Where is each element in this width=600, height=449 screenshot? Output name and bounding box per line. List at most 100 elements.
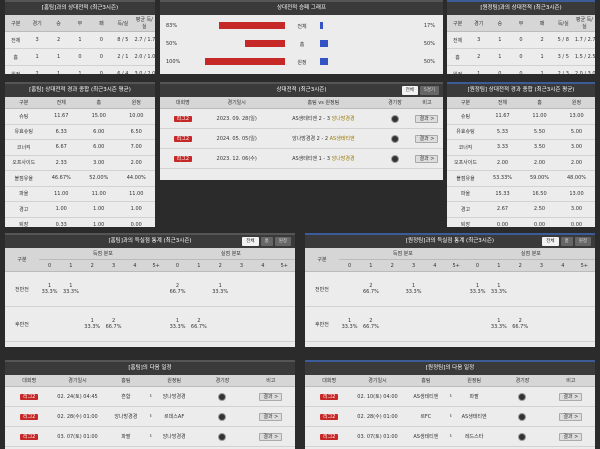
result-button[interactable]: 결과 > xyxy=(559,413,583,421)
cell: 결과 > xyxy=(546,386,595,407)
vs: vs xyxy=(150,393,152,399)
cell xyxy=(552,271,574,307)
cell: 1.5 / 2.5 xyxy=(573,48,595,66)
cell: 02. 28(수) 01:00 xyxy=(53,406,102,427)
tab[interactable]: 홈 xyxy=(560,237,573,246)
panel-title: [홈팀]과의 득실점 통계 (최근3시즌) xyxy=(108,238,192,244)
table: 구분 득점 분포 실점 분포 0 1 2 3 4 5+ 0 1 2 3 4 5+ 전반전 2 66.7% 1 33.3… xyxy=(305,248,595,342)
result-button[interactable]: 결과 > xyxy=(559,433,583,441)
cell: 5.00 xyxy=(558,124,595,140)
tab[interactable]: 원정 xyxy=(574,237,591,246)
result-button[interactable]: 결과 > xyxy=(259,393,283,401)
away-bar xyxy=(320,22,323,29)
row: 유효슈팅 6.33 6.00 6.50 xyxy=(5,124,155,140)
result-button[interactable]: 결과 > xyxy=(415,155,439,163)
panel-header: [원정팀] 상대전적 경과 종합 (최근3시즌 평균) xyxy=(447,84,595,97)
cell: vs 앙나방경경 xyxy=(149,386,199,407)
cell: 52.00% xyxy=(80,170,118,187)
pct: 66.7% xyxy=(512,324,529,330)
panel-header: 상대전적 승패 그래프 xyxy=(160,2,443,15)
cell xyxy=(498,386,547,407)
header-cell: 원정팀 xyxy=(149,375,199,387)
header-cell: 무 xyxy=(69,15,91,32)
row: 유효슈팅 5.33 5.50 5.00 xyxy=(447,124,595,140)
tab[interactable]: 홈 xyxy=(260,237,273,246)
tab[interactable]: 5경기 xyxy=(419,86,439,95)
header-cell: 구분 xyxy=(5,248,39,272)
cell: 46.67% xyxy=(42,170,80,187)
cell: 11.00 xyxy=(521,108,558,125)
away-bar xyxy=(320,40,328,47)
cell: 0.00 xyxy=(484,217,521,227)
tab[interactable]: 전체 xyxy=(542,237,559,246)
header-cell: 0 xyxy=(38,259,61,272)
stadium-icon xyxy=(390,114,399,123)
result-button[interactable]: 결과 > xyxy=(415,115,439,123)
header-cell: 비고 xyxy=(410,97,443,109)
cell: 2.00 xyxy=(484,155,521,171)
away-team: 앙나방경경 xyxy=(162,434,186,440)
count: 1 xyxy=(475,283,480,289)
panel: [홈팀]과의 득실점 통계 (최근3시즌) 전체 홈 원정 구분 득점 분포 실점 분포 0 1… xyxy=(5,233,295,347)
header-row: 대회명 경기일시 홈팀 원정팀 경기장 비고 xyxy=(305,375,595,387)
header-cell: 실점 분포 xyxy=(166,248,295,260)
cell: 경고 xyxy=(5,201,43,218)
tab[interactable]: 원정 xyxy=(274,237,291,246)
stadium-icon xyxy=(218,412,227,421)
pct: 33.3% xyxy=(84,324,101,330)
cell: 경고 xyxy=(447,201,484,218)
league-badge: 리그2 xyxy=(19,414,39,420)
away-bar xyxy=(320,58,328,65)
league-badge: 리그2 xyxy=(173,136,193,142)
result-button[interactable]: 결과 > xyxy=(415,135,439,143)
cell: 전반전 xyxy=(5,271,39,307)
cell: 1 xyxy=(489,48,511,66)
row: 리그2 02. 10(토) 04:00AS생테티엔vs 파팔 결과 > xyxy=(305,386,595,407)
table: 대회명 경기일시 홈팀 vs 원정팀 경기장 비고 리그2 2023. 09. 28(일) A… xyxy=(160,97,443,169)
tab[interactable]: 전체 xyxy=(401,86,418,95)
cell xyxy=(198,386,247,407)
cell: 3 / 5 xyxy=(552,48,574,66)
result-button[interactable]: 결과 > xyxy=(559,393,583,401)
count: 2 xyxy=(175,283,180,289)
result-button[interactable]: 결과 > xyxy=(259,413,283,421)
cell: 5.33 xyxy=(484,124,521,140)
right-pct: 50% xyxy=(423,41,435,47)
tabs: 전체 5경기 xyxy=(401,86,439,95)
header-cell: 경기장 xyxy=(498,375,547,387)
tab[interactable]: 전체 xyxy=(242,237,259,246)
away-team: 레드스타 xyxy=(464,434,484,440)
cell: 2023. 12. 06(수) xyxy=(205,148,268,169)
row: 리그2 2024. 05. 05(일) 앙나방경경 2 - 2 AS생테티엔 결과 > xyxy=(160,128,443,149)
cell: vs 레드스타 xyxy=(449,426,499,447)
header-cell: 대회명 xyxy=(5,375,54,387)
cell xyxy=(230,271,253,307)
cell xyxy=(378,148,411,169)
panel: [홈팀]의 다음 일정 대회명 경기일시 홈팀 원정팀 경기장 비고 리그2 02. 24(토)… xyxy=(5,360,295,449)
cell: 리그2 xyxy=(5,406,54,427)
header-cell: 4 xyxy=(552,259,574,272)
count: 2 xyxy=(197,318,201,324)
cell: vs 앙나방경경 xyxy=(149,426,199,447)
cell: 2 / 3 xyxy=(552,65,574,74)
cell: 퇴장 xyxy=(5,217,43,227)
cell: 1 33.3% xyxy=(488,271,510,307)
pct: 33.3% xyxy=(62,289,79,295)
header-cell: 1 xyxy=(60,259,82,272)
cell: 전반전 xyxy=(305,271,339,307)
home-team: AS생테티엔 xyxy=(292,156,318,162)
result-button[interactable]: 결과 > xyxy=(259,433,283,441)
cell: 1 xyxy=(489,31,511,49)
cell: 15.33 xyxy=(484,186,521,202)
header-cell: 구분 xyxy=(447,15,469,32)
row-label: 원정 xyxy=(297,60,307,66)
pct: 33.3% xyxy=(469,289,486,295)
header-cell: 2 xyxy=(381,259,403,272)
header-row: 구분 전체 홈 원정 xyxy=(447,97,595,109)
cell: 리그2 xyxy=(305,386,354,407)
count: 1 xyxy=(497,283,501,289)
header-cell: 3 xyxy=(102,259,125,272)
panel: [홈팀] 상대전적 경과 종합 (최근3시즌 평균) 구분 전체 홈 원정 슈팅 11.67… xyxy=(5,82,155,227)
away-team: AS생테티엔 xyxy=(329,136,355,142)
count: 1 xyxy=(497,318,501,324)
